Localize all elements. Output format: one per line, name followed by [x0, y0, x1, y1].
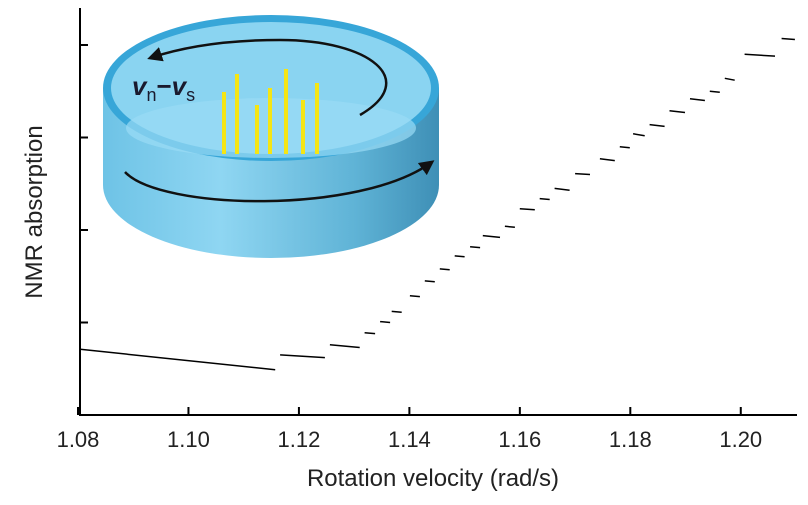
- label-part: v: [132, 71, 148, 101]
- x-tick-label: 1.18: [609, 427, 652, 452]
- x-tick-label: 1.14: [388, 427, 431, 452]
- x-axis-label: Rotation velocity (rad/s): [307, 465, 559, 492]
- x-tick-label: 1.16: [498, 427, 541, 452]
- label-part: v: [172, 71, 188, 101]
- x-tick-label: 1.08: [57, 427, 100, 452]
- inset-label: vn−vs: [132, 71, 195, 105]
- x-tick-label: 1.12: [278, 427, 321, 452]
- x-tick-label: 1.10: [167, 427, 210, 452]
- arrow-bottom: [124, 160, 435, 203]
- data-line: [80, 37, 795, 371]
- label-part: −: [156, 71, 171, 101]
- label-part: s: [186, 85, 195, 105]
- vortex-lines: [222, 69, 319, 154]
- arrow-top: [147, 38, 388, 117]
- label-part: n: [146, 85, 156, 105]
- x-tick-label: 1.20: [719, 427, 762, 452]
- inset-illustration: vn−vs: [103, 15, 439, 258]
- y-axis-label: NMR absorption: [21, 125, 48, 298]
